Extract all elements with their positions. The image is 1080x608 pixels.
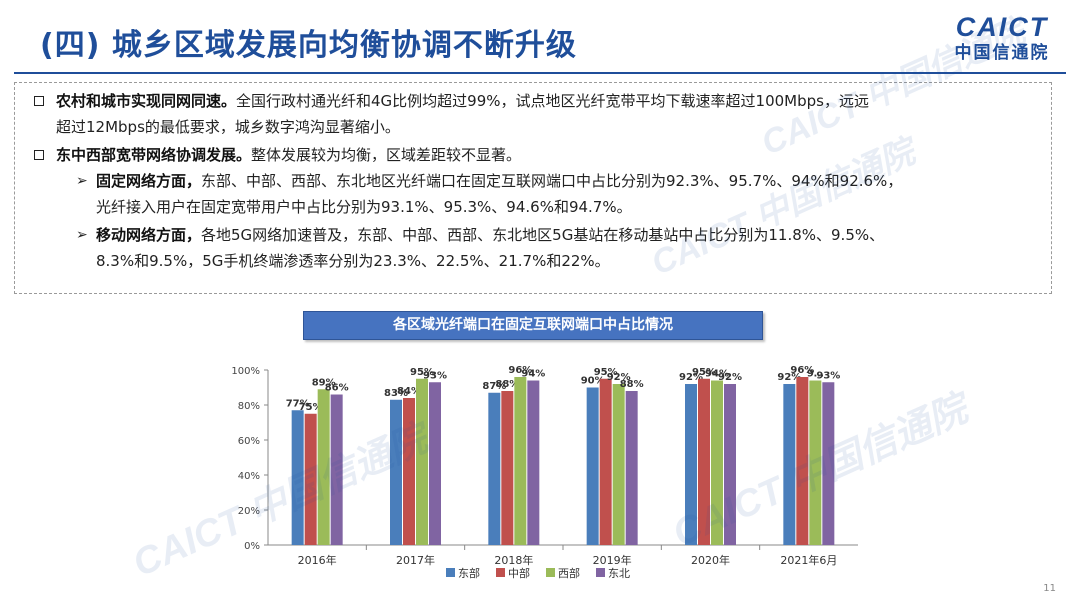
bullet-regional: 东中西部宽带网络协调发展。整体发展较为均衡，区域差距较不显著。 [56,142,521,168]
bar [586,387,599,545]
data-label: 84% [397,386,421,397]
bar [612,384,625,545]
page-title: (四) 城乡区域发展向均衡协调不断升级 [40,28,577,63]
x-tick-label: 2021年6月 [780,553,837,567]
bar [783,384,796,545]
bar [796,377,809,545]
sub-bullet-mobile-heading: 移动网络方面， [96,226,202,244]
legend-swatch [496,568,505,577]
y-tick-label: 100% [231,366,260,377]
summary-box [14,82,1052,294]
y-tick-label: 60% [238,436,260,447]
bar [724,384,736,545]
data-label: 96% [508,365,532,376]
bar [429,382,441,545]
caict-logo: CAICT 中国信通院 [942,12,1062,64]
data-label: 95% [410,367,434,378]
y-tick-label: 80% [238,401,260,412]
legend-swatch [546,568,555,577]
data-label: 90% [581,376,605,387]
logo-text-en: CAICT [955,12,1049,42]
bar [527,380,540,545]
data-label: 92% [679,372,703,383]
x-tick-label: 2020年 [691,553,730,567]
bar [698,378,710,545]
sub-bullet-fixed-heading: 固定网络方面， [96,172,202,190]
data-label: 92% [607,372,631,383]
bar [599,378,612,545]
x-tick-label: 2018年 [494,553,533,567]
bullet-urban-rural-text: 全国行政村通光纤和4G比例均超过99%，试点地区光纤宽带平均下载速率超过100M… [236,92,869,110]
arrow-bullet-icon: ➢ [76,173,88,189]
data-label: 89% [312,377,336,388]
bar [514,377,527,545]
sub-bullet-fixed-text: 东部、中部、西部、东北地区光纤端口在固定互联网端口中占比分别为92.3%、95.… [201,172,903,190]
data-label: 93% [423,370,447,381]
legend-label: 东部 [458,566,480,580]
bar [416,378,428,545]
square-bullet-icon [34,96,44,106]
data-label: 9… [807,369,824,380]
bar [390,399,402,545]
y-tick-label: 0% [244,541,260,552]
sub-bullet-mobile-cont: 8.3%和9.5%，5G手机终端渗透率分别为23.3%、22.5%、21.7%和… [96,252,610,270]
data-label: 94% [521,369,545,380]
data-label: 95% [692,367,716,378]
data-label: 92% [777,372,801,383]
bar [403,398,415,545]
legend-label: 西部 [558,566,580,580]
y-tick-label: 20% [238,506,260,517]
arrow-bullet-icon: ➢ [76,227,88,243]
legend-swatch [596,568,605,577]
bar [625,391,638,545]
bar [330,394,343,545]
logo-text-cn: 中国信通院 [954,43,1050,63]
data-label: 95% [594,367,618,378]
bullet-regional-text: 整体发展较为均衡，区域差距较不显著。 [251,146,522,164]
bar [488,392,501,545]
data-label: 93% [816,370,840,381]
data-label: 77% [286,398,310,409]
x-tick-label: 2019年 [593,553,632,567]
bar [822,382,835,545]
bar [809,380,822,545]
data-label: 88% [495,379,519,390]
bar [685,384,697,545]
bar [317,389,330,545]
x-tick-label: 2017年 [396,553,435,567]
data-label: 83% [384,388,408,399]
legend-label: 中部 [508,566,530,580]
sub-bullet-fixed-cont: 光纤接入用户在固定宽带用户中占比分别为93.1%、95.3%、94.6%和94.… [96,198,632,216]
bar [501,391,514,545]
legend-label: 东北 [608,567,630,580]
chart-title: 各区域光纤端口在固定互联网端口中占比情况 [303,311,763,340]
sub-bullet-mobile: 移动网络方面，各地5G网络加速普及，东部、中部、西部、东北地区5G基站在移动基站… [96,222,884,248]
data-label: 75% [299,402,323,413]
bullet-urban-rural: 农村和城市实现同网同速。全国行政村通光纤和4G比例均超过99%，试点地区光纤宽带… [56,88,869,114]
data-label: 88% [620,379,644,390]
bullet-urban-rural-heading: 农村和城市实现同网同速。 [56,92,237,110]
y-tick-label: 40% [238,471,260,482]
data-label: 87% [482,381,506,392]
x-tick-label: 2016年 [298,553,337,567]
bullet-urban-rural-cont: 超过12Mbps的最低要求，城乡数字鸿沟显著缩小。 [56,118,400,136]
bar [711,380,723,545]
sub-bullet-mobile-text: 各地5G网络加速普及，东部、中部、西部、东北地区5G基站在移动基站中占比分别为1… [201,226,885,244]
data-label: 94% [705,369,729,380]
bullet-regional-heading: 东中西部宽带网络协调发展。 [56,146,252,164]
square-bullet-icon [34,150,44,160]
data-label: 92% [718,372,742,383]
title-divider [14,72,1066,74]
bar [291,410,304,545]
page-number: 11 [1043,583,1056,594]
bar [304,413,317,545]
sub-bullet-fixed: 固定网络方面，东部、中部、西部、东北地区光纤端口在固定互联网端口中占比分别为92… [96,168,902,194]
data-label: 86% [325,383,349,394]
data-label: 96% [790,365,814,376]
legend-swatch [446,568,455,577]
